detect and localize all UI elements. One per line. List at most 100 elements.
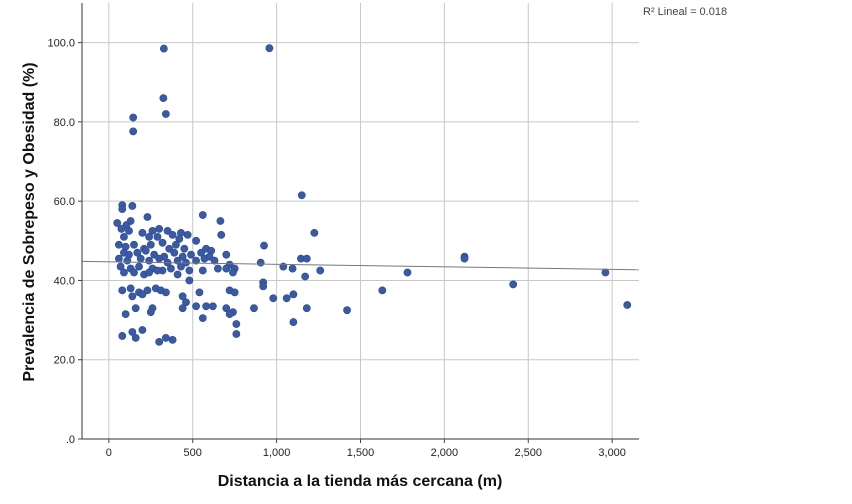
data-point bbox=[222, 250, 231, 259]
data-point bbox=[192, 236, 200, 245]
data-point bbox=[229, 268, 237, 277]
data-point bbox=[232, 320, 241, 328]
data-point bbox=[302, 304, 311, 313]
x-axis-ticks: 0 500 1,000 1,500 2,000 2,500 3,000 bbox=[106, 439, 626, 459]
data-point bbox=[403, 268, 412, 277]
data-point bbox=[623, 301, 632, 309]
data-point bbox=[159, 44, 168, 53]
data-point bbox=[289, 318, 298, 326]
data-point bbox=[131, 304, 140, 313]
data-point bbox=[168, 336, 177, 344]
data-point bbox=[198, 314, 207, 323]
data-point bbox=[182, 298, 190, 307]
data-point bbox=[136, 254, 145, 263]
data-point bbox=[121, 310, 130, 319]
data-point bbox=[128, 202, 137, 210]
data-point bbox=[230, 288, 239, 297]
x-axis-title: Distancia a la tienda más cercana (m) bbox=[218, 473, 503, 490]
data-point bbox=[178, 292, 187, 301]
fit-line bbox=[81, 260, 640, 271]
data-point bbox=[216, 217, 225, 225]
y-tick-label: 80.0 bbox=[54, 117, 75, 129]
data-point bbox=[178, 304, 187, 313]
data-point bbox=[145, 232, 154, 241]
data-point bbox=[115, 240, 123, 249]
data-point bbox=[138, 326, 147, 334]
x-tick-label: 1,500 bbox=[347, 447, 375, 459]
data-points bbox=[113, 44, 632, 346]
x-tick-label: 2,500 bbox=[515, 447, 543, 459]
data-point bbox=[282, 294, 291, 303]
y-tick-label: 100.0 bbox=[47, 38, 75, 50]
data-point bbox=[213, 264, 222, 273]
data-point bbox=[117, 225, 126, 233]
data-point bbox=[302, 254, 311, 263]
data-point bbox=[158, 238, 167, 247]
data-point bbox=[113, 219, 122, 227]
data-point bbox=[310, 228, 319, 237]
data-point bbox=[135, 262, 143, 271]
data-point bbox=[202, 302, 211, 311]
data-point bbox=[170, 248, 179, 257]
y-tick-label: .0 bbox=[66, 434, 75, 446]
data-point bbox=[185, 276, 194, 285]
y-tick-label: 20.0 bbox=[54, 355, 75, 367]
data-point bbox=[138, 290, 147, 299]
data-point bbox=[222, 264, 231, 273]
data-point bbox=[120, 268, 128, 277]
data-point bbox=[128, 328, 137, 336]
data-point bbox=[173, 270, 182, 279]
data-point bbox=[167, 264, 175, 273]
data-point bbox=[269, 294, 278, 303]
data-point bbox=[155, 225, 164, 233]
data-point bbox=[232, 330, 241, 338]
data-point bbox=[198, 211, 207, 219]
data-point bbox=[259, 282, 268, 291]
data-point bbox=[265, 44, 274, 53]
y-axis-title: Prevalencia de Sobrepeso y Obesidad (%) bbox=[21, 62, 38, 381]
data-point bbox=[155, 254, 164, 263]
data-point bbox=[256, 258, 265, 267]
x-tick-label: 3,000 bbox=[598, 447, 626, 459]
data-point bbox=[172, 240, 180, 249]
data-point bbox=[130, 240, 138, 249]
data-point bbox=[118, 286, 127, 295]
x-tick-label: 500 bbox=[184, 447, 202, 459]
data-point bbox=[343, 306, 351, 315]
x-tick-label: 2,000 bbox=[431, 447, 459, 459]
data-point bbox=[197, 248, 206, 257]
data-point bbox=[200, 254, 209, 263]
data-point bbox=[146, 240, 155, 249]
y-axis-ticks: .0 20.0 40.0 60.0 80.0 100.0 bbox=[47, 38, 82, 446]
data-point bbox=[177, 262, 185, 271]
data-point bbox=[133, 248, 142, 257]
x-tick-label: 1,000 bbox=[263, 447, 291, 459]
data-point bbox=[141, 246, 150, 255]
y-tick-label: 40.0 bbox=[54, 275, 75, 287]
data-point bbox=[146, 308, 155, 317]
data-point bbox=[297, 191, 306, 200]
x-tick-label: 0 bbox=[106, 447, 112, 459]
data-point bbox=[316, 266, 325, 275]
data-point bbox=[159, 94, 168, 103]
data-point bbox=[143, 213, 152, 221]
data-point bbox=[195, 288, 204, 297]
data-point bbox=[161, 288, 170, 297]
data-point bbox=[208, 302, 217, 311]
data-point bbox=[145, 268, 154, 277]
data-point bbox=[128, 292, 137, 301]
r-squared-annotation: R² Lineal = 0.018 bbox=[643, 6, 727, 18]
data-point bbox=[161, 110, 170, 118]
data-point bbox=[509, 280, 518, 289]
data-point bbox=[168, 230, 177, 239]
data-point bbox=[130, 268, 138, 277]
data-point bbox=[225, 310, 234, 319]
y-tick-label: 60.0 bbox=[54, 196, 75, 208]
data-point bbox=[288, 264, 297, 273]
data-point bbox=[115, 254, 123, 263]
data-point bbox=[210, 256, 219, 265]
data-point bbox=[129, 113, 138, 122]
data-point bbox=[118, 332, 127, 340]
data-point bbox=[116, 262, 125, 271]
